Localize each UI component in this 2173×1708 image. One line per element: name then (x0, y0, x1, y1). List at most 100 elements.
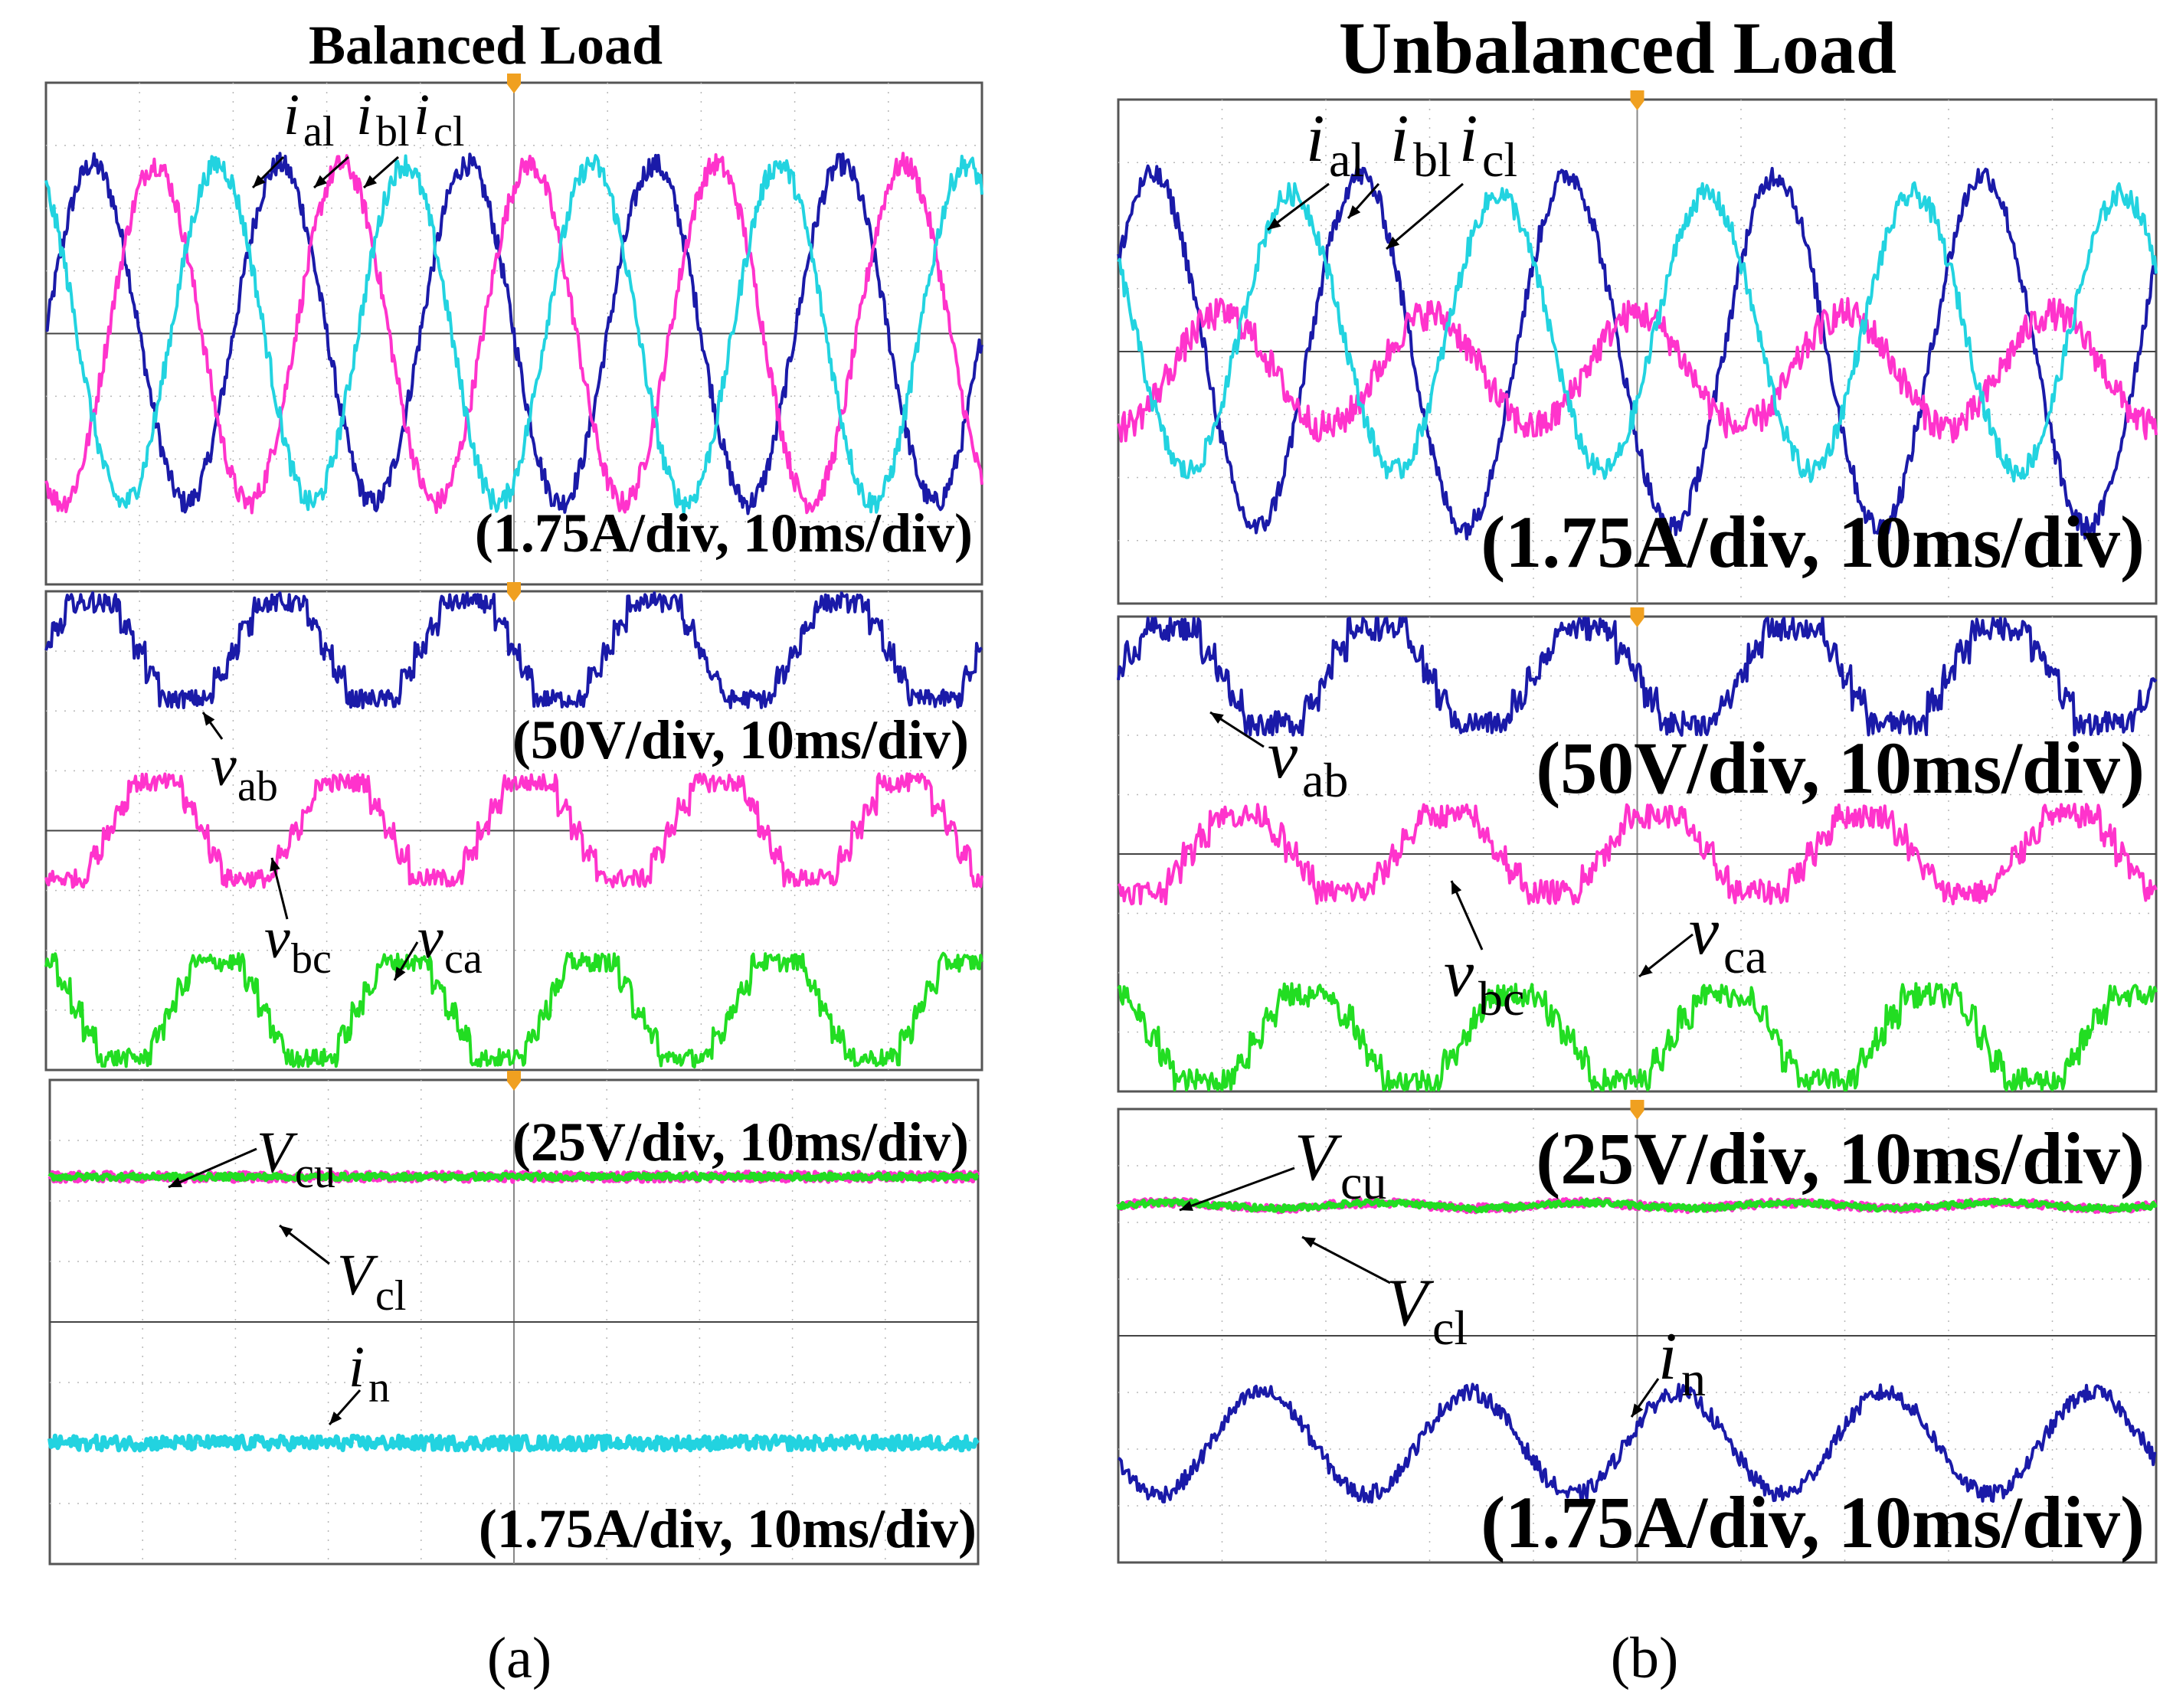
trace-b-neutral-i-n (1118, 1382, 2157, 1504)
label-b-ial-main: i (1306, 102, 1324, 176)
label-a-ibl-main: i (356, 83, 372, 147)
caption-b: (b) (1611, 1626, 1679, 1690)
arrow-a-in-head (329, 1411, 342, 1425)
scale-label-b-dclink: (25V/div, 10ms/div) (1536, 1117, 2145, 1199)
a-lower-trigger-marker (507, 1071, 521, 1091)
trace-a-currents-i-cl (44, 154, 983, 515)
label-b-icl-sub: cl (1482, 133, 1517, 187)
trace-b-currents-i-cl (1117, 181, 2158, 483)
trace-b-voltages-v-ab (1117, 617, 2158, 737)
scale-label-a-voltages: (50V/div, 10ms/div) (512, 709, 969, 771)
a-currents-trigger-marker (507, 74, 521, 93)
label-a-vab-main: v (211, 734, 237, 798)
label-a-vbc-sub: bc (291, 935, 332, 983)
label-a-ial-sub: al (303, 108, 334, 155)
b-voltages-trigger-marker (1630, 607, 1644, 627)
label-b-vcu-main: V (1294, 1121, 1343, 1195)
label-a-ial-main: i (283, 83, 299, 147)
scale-label-a-currents: (1.75A/div, 10ms/div) (475, 502, 973, 564)
traces-layer (44, 152, 2158, 1504)
a-voltages-trigger-marker (507, 582, 521, 602)
label-b-in-main: i (1658, 1320, 1677, 1394)
trace-a-currents-i-bl (44, 152, 983, 515)
arrow-b-ibl-head (1348, 205, 1361, 218)
arrow-b-vcu-head (1180, 1200, 1193, 1211)
arrow-b-ial-head (1268, 218, 1281, 230)
arrow-b-vab-head (1210, 712, 1224, 724)
label-a-vca: v ca (417, 906, 483, 983)
trace-a-voltages-v-ca (44, 951, 983, 1068)
trace-b-voltages-v-ca (1117, 982, 2158, 1091)
scale-label-a-dclink: (25V/div, 10ms/div) (512, 1111, 969, 1173)
label-b-vab-sub: ab (1302, 753, 1348, 807)
arrow-a-vab-head (203, 712, 215, 726)
label-b-vbc-sub: bc (1478, 971, 1524, 1026)
label-a-icl: i cl (414, 83, 464, 155)
label-a-in-main: i (349, 1335, 365, 1399)
label-a-vab: v ab (211, 734, 278, 810)
label-b-vca-main: v (1689, 895, 1720, 969)
label-a-vab-sub: ab (237, 763, 278, 810)
arrow-a-ial-head (253, 175, 266, 188)
scale-label-b-neutral: (1.75A/div, 10ms/div) (1481, 1481, 2145, 1563)
label-b-ial-sub: al (1329, 133, 1364, 187)
panel-b-currents (1117, 90, 2158, 605)
caption-a: (a) (487, 1626, 551, 1690)
title-unbalanced-load: Unbalanced Load (1339, 7, 1896, 89)
label-b-vca: v ca (1689, 895, 1767, 983)
arrow-a-icl-head (364, 175, 378, 188)
trace-b-currents-i-al (1117, 164, 2157, 541)
label-b-vcu-sub: cu (1340, 1155, 1386, 1209)
arrow-b-icl (1386, 182, 1464, 250)
arrow-a-vbc-head (270, 858, 280, 872)
label-b-vbc-main: v (1444, 937, 1474, 1011)
arrow-a-vca-head (394, 967, 406, 980)
label-b-ibl-main: i (1390, 102, 1409, 176)
trace-b-dclink-V-cl (1116, 1197, 2158, 1214)
b-lower-trigger-marker (1630, 1100, 1644, 1120)
trace-a-currents-i-al (45, 152, 983, 515)
label-b-vab-main: v (1268, 718, 1298, 793)
arrow-a-ibl-head (314, 175, 328, 188)
b-currents-trigger-marker (1630, 90, 1644, 110)
arrow-b-vca-head (1639, 964, 1653, 977)
arrow-a-vcu-head (169, 1176, 182, 1187)
label-b-icl: i cl (1459, 102, 1517, 187)
label-a-in-sub: n (368, 1364, 390, 1412)
label-a-vcl-sub: cl (375, 1272, 406, 1320)
arrow-b-vcl (1301, 1235, 1391, 1284)
label-a-vca-main: v (417, 906, 443, 970)
arrow-b-vcu (1179, 1166, 1295, 1212)
label-b-vcl-main: V (1386, 1266, 1435, 1340)
panel-a-lower (48, 1071, 980, 1566)
label-a-ial: i al (283, 83, 334, 155)
label-a-ibl-sub: bl (376, 108, 410, 155)
trace-a-voltages-v-ab (44, 591, 983, 710)
scale-label-a-neutral: (1.75A/div, 10ms/div) (479, 1498, 977, 1559)
label-a-vcu-sub: cu (295, 1150, 335, 1197)
label-b-ibl-sub: bl (1413, 133, 1451, 187)
label-a-ibl: i bl (356, 83, 410, 155)
arrow-a-vcu (168, 1147, 257, 1189)
label-b-vbc: v bc (1444, 937, 1524, 1026)
arrow-b-in-head (1631, 1403, 1644, 1417)
trace-b-voltages-v-bc (1117, 803, 2158, 906)
label-b-in-sub: n (1681, 1352, 1706, 1406)
arrow-b-vbc-head (1451, 881, 1462, 895)
arrow-a-vcl-head (280, 1225, 293, 1238)
label-b-vcl-sub: cl (1432, 1301, 1468, 1355)
trace-a-voltages-v-bc (44, 772, 983, 889)
label-b-vca-sub: ca (1723, 929, 1767, 983)
scale-label-b-currents: (1.75A/div, 10ms/div) (1481, 501, 2145, 583)
label-b-ial: i al (1306, 102, 1364, 187)
arrow-b-icl-head (1386, 236, 1400, 249)
label-a-icl-sub: cl (434, 108, 464, 155)
label-b-ibl: i bl (1390, 102, 1451, 187)
